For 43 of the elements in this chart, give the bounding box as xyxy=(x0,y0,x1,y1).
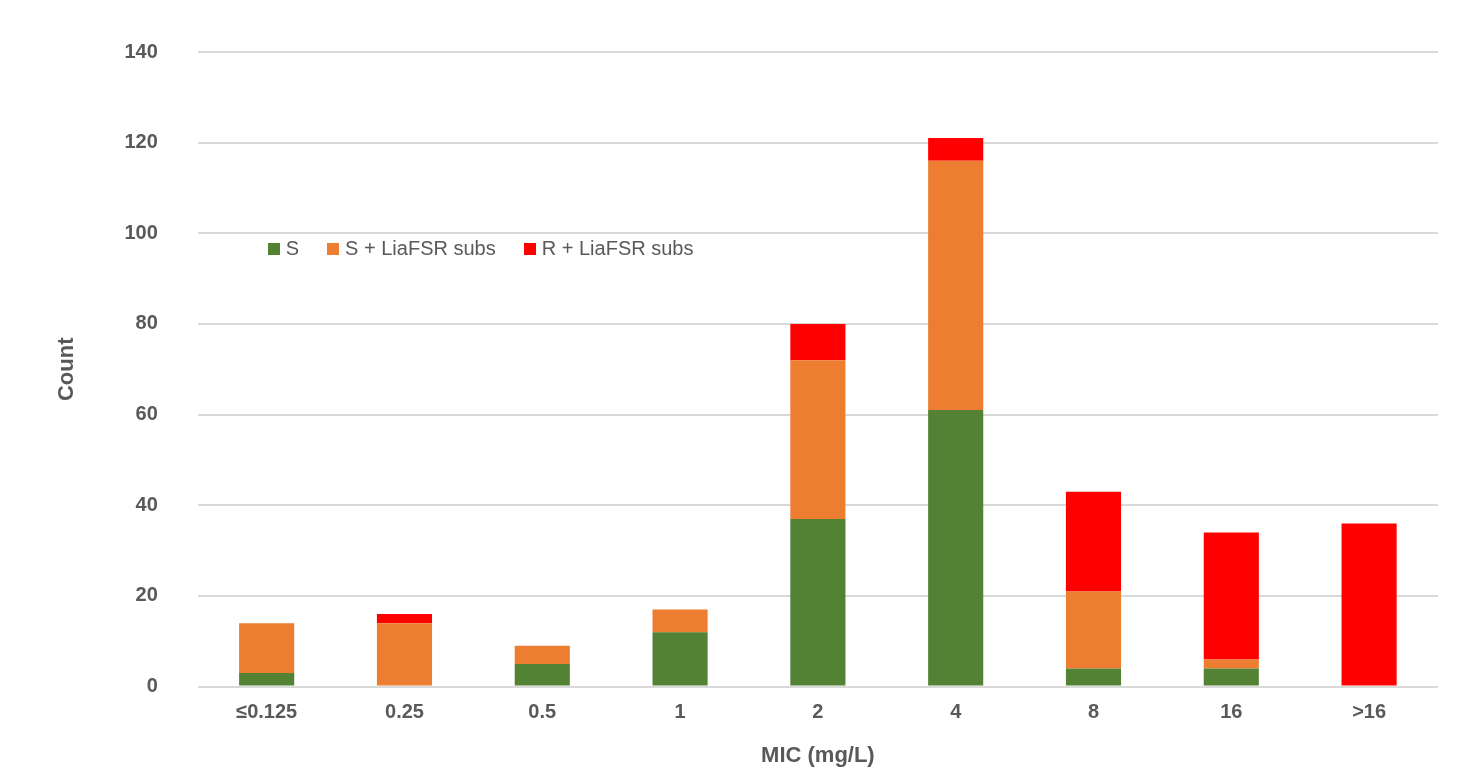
x-tick-label: 0.25 xyxy=(385,700,424,723)
legend-label: S xyxy=(284,237,300,260)
x-tick-label: 0.5 xyxy=(528,700,557,723)
x-tick-label: 2 xyxy=(812,700,824,723)
bar xyxy=(1341,523,1397,686)
x-tick-label: >16 xyxy=(1352,700,1387,723)
y-tick-label: 0 xyxy=(146,674,158,697)
x-tick-label: 8 xyxy=(1087,700,1100,723)
y-tick-label: 140 xyxy=(124,39,158,62)
bar xyxy=(790,323,846,361)
y-tick-label: 80 xyxy=(135,311,158,334)
y-tick-label: 40 xyxy=(135,492,158,515)
y-axis-title: Count xyxy=(53,336,79,402)
y-tick-label: 20 xyxy=(135,583,158,606)
bar xyxy=(1203,668,1259,686)
bar xyxy=(514,663,570,686)
legend-label: S + LiaFSR subs xyxy=(344,237,496,260)
bar xyxy=(1065,591,1122,669)
bar xyxy=(652,609,708,633)
bar xyxy=(239,623,295,673)
bar xyxy=(928,138,984,161)
bar xyxy=(239,673,295,686)
bar xyxy=(1065,491,1122,592)
y-tick-label: 120 xyxy=(124,130,158,153)
bar xyxy=(928,160,984,411)
x-tick-label: 1 xyxy=(674,700,686,723)
legend-label: R + LiaFSR subs xyxy=(540,237,694,260)
bar xyxy=(1203,532,1259,660)
bar xyxy=(376,623,433,686)
bar xyxy=(928,410,984,686)
bar xyxy=(652,632,708,686)
x-tick-label: 16 xyxy=(1220,700,1243,723)
bar xyxy=(1203,659,1259,669)
bar xyxy=(790,518,846,686)
x-tick-label: 4 xyxy=(950,700,963,723)
y-tick-label: 100 xyxy=(124,220,158,243)
bar xyxy=(790,360,846,519)
x-axis-title: MIC (mg/L) xyxy=(761,741,875,767)
y-tick-label: 60 xyxy=(135,402,158,425)
x-tick-label: ≤0.125 xyxy=(236,700,298,723)
bar xyxy=(514,645,570,664)
bar xyxy=(376,614,433,624)
bar xyxy=(1065,668,1122,686)
